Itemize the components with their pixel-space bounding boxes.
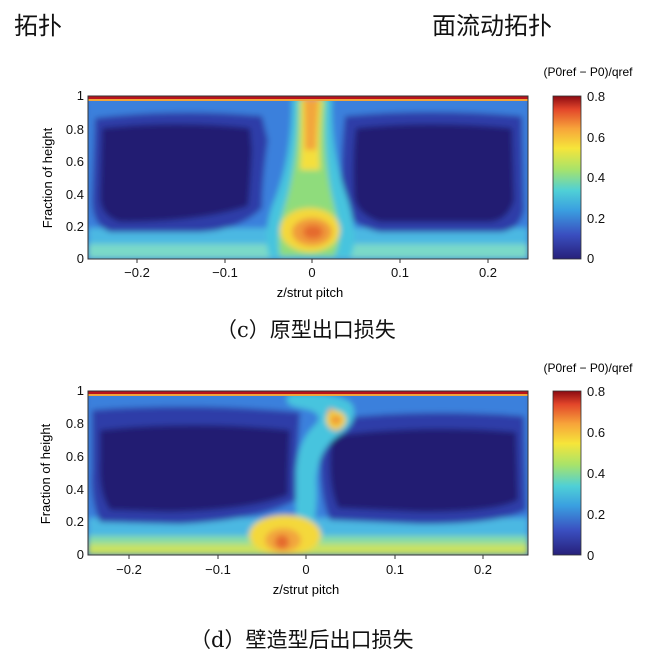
y-tick-label: 0.6 bbox=[66, 154, 84, 169]
y-tick-label: 0.2 bbox=[66, 219, 84, 234]
x-tick-label: −0.1 bbox=[205, 562, 231, 577]
x-tick-label: 0.1 bbox=[386, 562, 404, 577]
x-axis-label-c: z/strut pitch bbox=[277, 285, 343, 300]
caption-d: （d）壁造型后出口损失 bbox=[190, 628, 414, 652]
y-tick-label: 1 bbox=[77, 383, 84, 398]
colorbar-ticks-c: 0.8 0.6 0.4 0.2 0 bbox=[587, 89, 605, 266]
colorbar-title-d: (P0ref − P0)/qref bbox=[543, 361, 633, 375]
colorbar-tick-label: 0.6 bbox=[587, 425, 605, 440]
y-axis-d: 1 0.8 0.6 0.4 0.2 0 bbox=[66, 383, 84, 562]
y-tick-label: 0.8 bbox=[66, 122, 84, 137]
panel-d: 1 0.8 0.6 0.4 0.2 0 Fraction of height −… bbox=[38, 361, 633, 597]
contour-plot-c bbox=[88, 96, 528, 259]
y-tick-label: 0.4 bbox=[66, 187, 84, 202]
y-tick-label: 0.2 bbox=[66, 514, 84, 529]
colorbar-c bbox=[552, 95, 582, 260]
contour-plot-d bbox=[88, 391, 528, 555]
y-tick-label: 0.6 bbox=[66, 449, 84, 464]
y-tick-label: 1 bbox=[77, 88, 84, 103]
x-axis-d: −0.2 −0.1 0 0.1 0.2 bbox=[116, 555, 492, 577]
colorbar-title-c: (P0ref − P0)/qref bbox=[543, 65, 633, 79]
colorbar-tick-label: 0.8 bbox=[587, 384, 605, 399]
x-tick-label: 0 bbox=[308, 265, 315, 280]
header-right-fragment: 面流动拓扑 bbox=[432, 12, 552, 40]
x-tick-label: 0.1 bbox=[391, 265, 409, 280]
x-axis-c: −0.2 −0.1 0 0.1 0.2 bbox=[124, 259, 497, 280]
header-left-fragment: 拓扑 bbox=[14, 12, 62, 40]
x-tick-label: 0.2 bbox=[479, 265, 497, 280]
x-axis-label-d: z/strut pitch bbox=[273, 582, 339, 597]
colorbar-tick-label: 0.6 bbox=[587, 130, 605, 145]
colorbar-ticks-d: 0.8 0.6 0.4 0.2 0 bbox=[587, 384, 605, 563]
y-tick-label: 0.4 bbox=[66, 482, 84, 497]
colorbar-tick-label: 0 bbox=[587, 251, 594, 266]
x-tick-label: 0 bbox=[302, 562, 309, 577]
x-tick-label: −0.1 bbox=[212, 265, 238, 280]
colorbar-tick-label: 0.2 bbox=[587, 211, 605, 226]
colorbar-d bbox=[552, 390, 582, 556]
caption-c: （c）原型出口损失 bbox=[216, 318, 396, 342]
x-tick-label: −0.2 bbox=[116, 562, 142, 577]
colorbar-tick-label: 0.4 bbox=[587, 466, 605, 481]
x-tick-label: −0.2 bbox=[124, 265, 150, 280]
colorbar-tick-label: 0.2 bbox=[587, 507, 605, 522]
y-axis-c: 1 0.8 0.6 0.4 0.2 0 bbox=[66, 88, 84, 266]
colorbar-tick-label: 0.4 bbox=[587, 170, 605, 185]
y-axis-label-d: Fraction of height bbox=[38, 423, 53, 524]
y-tick-label: 0 bbox=[77, 251, 84, 266]
y-tick-label: 0.8 bbox=[66, 416, 84, 431]
panel-c: 1 0.8 0.6 0.4 0.2 0 Fraction of height −… bbox=[40, 65, 633, 300]
y-tick-label: 0 bbox=[77, 547, 84, 562]
x-tick-label: 0.2 bbox=[474, 562, 492, 577]
colorbar-tick-label: 0.8 bbox=[587, 89, 605, 104]
y-axis-label-c: Fraction of height bbox=[40, 127, 55, 228]
colorbar-tick-label: 0 bbox=[587, 548, 594, 563]
